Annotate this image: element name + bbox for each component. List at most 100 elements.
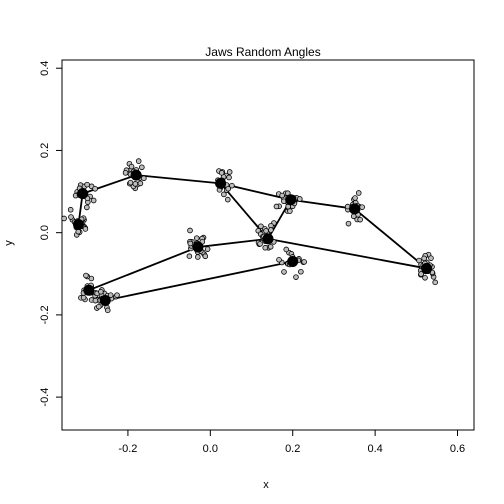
scatter-point: [283, 246, 290, 253]
scatter-point: [122, 170, 129, 176]
connection-line: [353, 208, 428, 270]
scatter-point: [202, 253, 209, 260]
scatter-point: [221, 191, 227, 198]
scatter-point: [114, 292, 120, 298]
scatter-point: [279, 192, 285, 199]
scatter-point: [293, 274, 299, 280]
connection-line: [82, 174, 137, 195]
chart-title: Jaws Random Angles: [205, 45, 320, 59]
scatter-point: [84, 204, 90, 211]
landmark-point: [421, 262, 433, 274]
scatter-point: [204, 246, 211, 252]
scatter-point: [257, 241, 263, 247]
scatter-point: [67, 206, 74, 213]
landmark-point: [130, 169, 142, 181]
scatter-point: [357, 216, 363, 223]
scatter-point: [186, 253, 193, 260]
scatter-point: [352, 195, 358, 201]
scatter-point: [92, 297, 99, 304]
scatter-point: [80, 294, 87, 301]
scatter-point: [139, 164, 145, 171]
landmark-point: [262, 233, 274, 245]
scatter-point: [432, 279, 438, 286]
scatter-point: [187, 240, 194, 247]
connection-line: [197, 237, 269, 248]
connection-line: [105, 260, 293, 302]
landmark-point: [287, 255, 299, 267]
scatter-point: [281, 269, 287, 275]
scatter-point: [268, 227, 274, 233]
scatter-point: [193, 235, 200, 241]
scatter-point: [82, 226, 89, 232]
scatter-point: [345, 220, 352, 227]
scatter-point: [258, 223, 264, 230]
scatter-point: [298, 268, 304, 275]
scatter-point: [61, 215, 67, 222]
plot-frame: [61, 59, 475, 431]
scatter-point: [128, 163, 135, 170]
x-tick-label: 0.6: [450, 443, 465, 455]
y-axis-label: y: [3, 240, 15, 246]
scatter-point: [104, 307, 111, 314]
y-tick-label: 0.0: [39, 225, 51, 240]
scatter-point: [297, 196, 303, 202]
scatter-point: [135, 158, 142, 164]
scatter-point: [225, 185, 231, 192]
y-tick-label: -0.2: [39, 305, 51, 324]
landmark-point: [77, 188, 89, 200]
y-tick-label: 0.2: [39, 143, 51, 158]
landmark-point: [285, 194, 297, 206]
scatter-point: [287, 208, 293, 214]
scatter-point: [68, 214, 74, 220]
x-tick-label: 0.2: [285, 443, 300, 455]
scatter-point: [75, 228, 82, 235]
scatter-point: [218, 170, 225, 176]
y-axis: -0.4 -0.2 0.0 0.2 0.4: [39, 61, 62, 407]
scatter-point: [92, 185, 98, 192]
scatter-point: [96, 303, 102, 310]
scatter-point: [137, 180, 144, 187]
scatter-point: [195, 254, 201, 260]
scatter-point: [267, 244, 274, 250]
scatter-point: [262, 244, 269, 251]
landmark-point: [83, 284, 95, 296]
scatter-point: [226, 174, 232, 181]
scatter-point: [83, 272, 89, 279]
x-axis-label: x: [263, 479, 269, 491]
scatter-point: [428, 255, 434, 261]
scatter-point: [276, 256, 282, 263]
landmark-means: [72, 169, 433, 306]
y-tick-label: -0.4: [39, 388, 51, 407]
scatter-point: [107, 292, 114, 298]
landmark-point: [349, 203, 361, 215]
x-tick-label: 0.0: [203, 443, 218, 455]
scatter-point: [187, 227, 193, 234]
scatter-point: [224, 196, 231, 203]
landmark-point: [72, 218, 84, 230]
y-tick-label: 0.4: [39, 61, 51, 76]
scatter-point: [141, 175, 147, 182]
scatter-point: [273, 203, 280, 210]
connection-line: [88, 246, 199, 292]
connection-line: [136, 174, 221, 185]
scatter-point: [359, 204, 365, 210]
scatter-point: [132, 181, 139, 187]
scatter-point: [127, 179, 134, 186]
scatter-point: [90, 197, 97, 204]
x-tick-label: -0.2: [118, 443, 137, 455]
scatter-point: [421, 255, 427, 262]
scatter-point: [226, 169, 233, 175]
landmark-point: [192, 241, 204, 253]
x-tick-label: 0.4: [367, 443, 382, 455]
scatter-point: [98, 289, 104, 295]
scatter-point: [301, 259, 307, 265]
landmark-point: [99, 295, 111, 306]
scatter-point: [416, 257, 422, 264]
scatter-point: [350, 213, 357, 220]
scatter-point: [263, 228, 269, 234]
scatter-point: [422, 274, 428, 281]
x-axis: -0.2 0.0 0.2 0.4 0.6: [118, 430, 465, 455]
connection-line: [267, 237, 427, 270]
